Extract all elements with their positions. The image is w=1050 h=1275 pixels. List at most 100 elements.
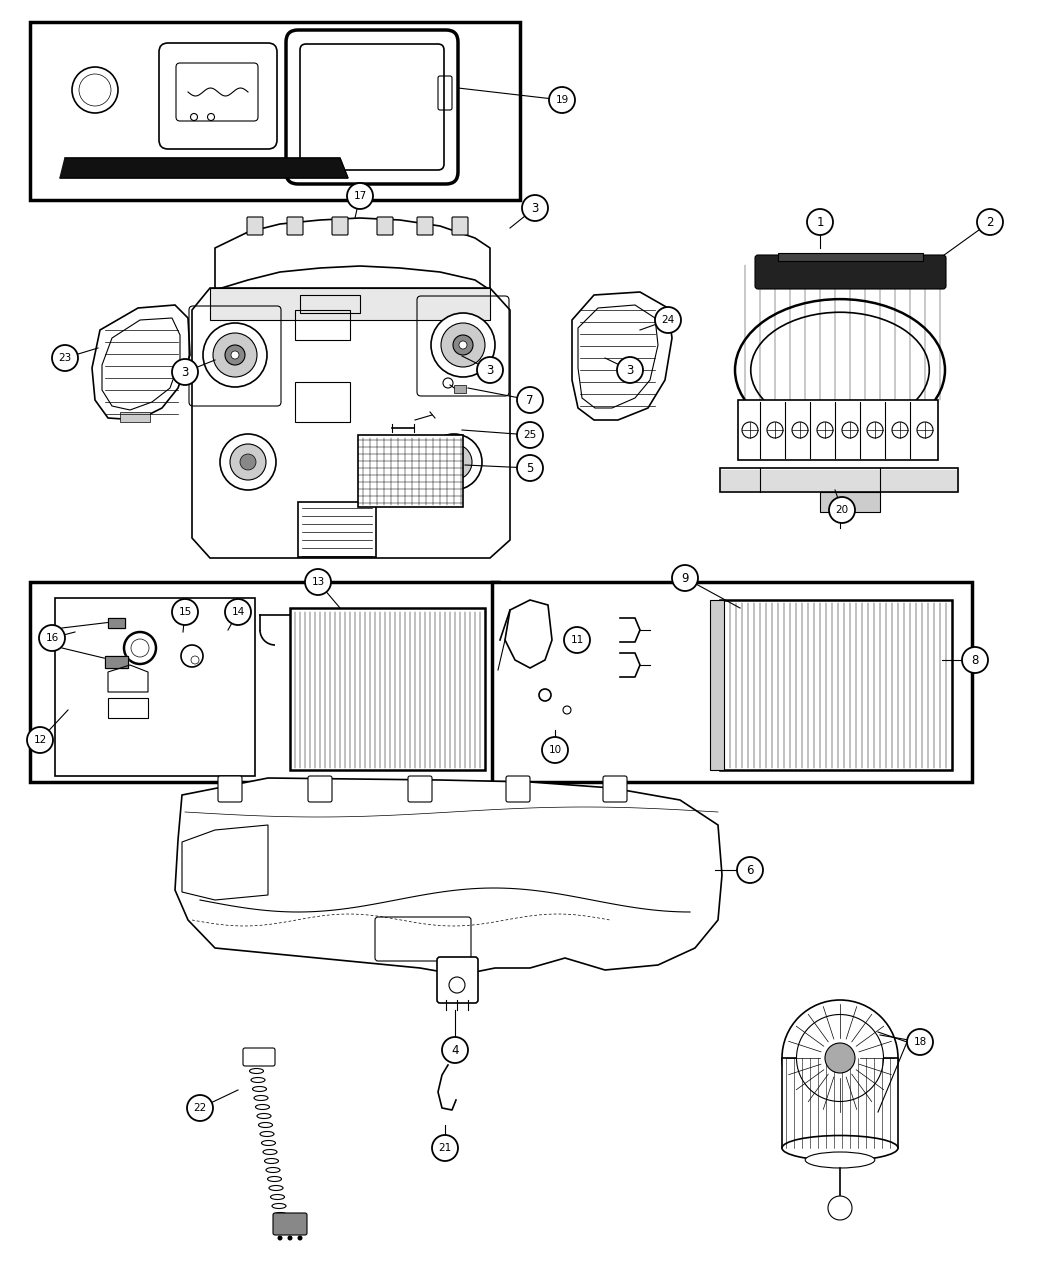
Circle shape bbox=[436, 444, 473, 479]
Circle shape bbox=[225, 346, 245, 365]
Text: 22: 22 bbox=[193, 1103, 207, 1113]
Bar bbox=[738, 400, 938, 460]
Circle shape bbox=[907, 1029, 933, 1054]
Text: 10: 10 bbox=[548, 745, 562, 755]
Ellipse shape bbox=[782, 1000, 898, 1116]
Circle shape bbox=[477, 357, 503, 382]
Bar bbox=[300, 295, 360, 312]
FancyBboxPatch shape bbox=[159, 43, 277, 149]
Circle shape bbox=[976, 209, 1003, 235]
Text: 14: 14 bbox=[231, 607, 245, 617]
Text: 23: 23 bbox=[59, 353, 71, 363]
Bar bbox=[782, 1058, 898, 1148]
Text: 2: 2 bbox=[986, 215, 993, 228]
FancyBboxPatch shape bbox=[247, 217, 262, 235]
Bar bbox=[720, 468, 958, 492]
Text: 3: 3 bbox=[182, 366, 189, 379]
Bar bbox=[492, 581, 972, 782]
Circle shape bbox=[213, 333, 257, 377]
Text: 15: 15 bbox=[178, 607, 191, 617]
FancyBboxPatch shape bbox=[218, 776, 242, 802]
Polygon shape bbox=[215, 218, 490, 289]
Text: 3: 3 bbox=[531, 201, 539, 214]
Text: 6: 6 bbox=[747, 863, 754, 876]
Circle shape bbox=[203, 323, 267, 388]
Circle shape bbox=[549, 87, 575, 113]
Text: 18: 18 bbox=[914, 1037, 926, 1047]
Ellipse shape bbox=[735, 300, 945, 441]
Text: 5: 5 bbox=[526, 462, 533, 474]
Text: 7: 7 bbox=[526, 394, 533, 407]
FancyBboxPatch shape bbox=[417, 217, 433, 235]
Ellipse shape bbox=[751, 312, 929, 427]
Ellipse shape bbox=[782, 1136, 898, 1160]
Polygon shape bbox=[105, 657, 128, 668]
Circle shape bbox=[737, 857, 763, 884]
Bar bbox=[108, 618, 125, 629]
Bar bbox=[30, 581, 498, 782]
Circle shape bbox=[825, 1043, 855, 1074]
Text: 17: 17 bbox=[354, 191, 366, 201]
FancyBboxPatch shape bbox=[243, 1048, 275, 1066]
Text: 1: 1 bbox=[816, 215, 824, 228]
Bar bbox=[105, 657, 128, 668]
Bar bbox=[710, 601, 724, 770]
Bar bbox=[295, 382, 350, 422]
Circle shape bbox=[39, 625, 65, 652]
FancyBboxPatch shape bbox=[506, 776, 530, 802]
Circle shape bbox=[304, 569, 331, 595]
FancyBboxPatch shape bbox=[286, 31, 458, 184]
FancyBboxPatch shape bbox=[300, 45, 444, 170]
Circle shape bbox=[277, 1235, 282, 1241]
Circle shape bbox=[220, 434, 276, 490]
Polygon shape bbox=[572, 292, 672, 419]
Circle shape bbox=[655, 307, 681, 333]
Bar bbox=[30, 22, 520, 200]
Bar bbox=[720, 601, 952, 770]
FancyBboxPatch shape bbox=[755, 255, 946, 289]
Circle shape bbox=[517, 388, 543, 413]
FancyBboxPatch shape bbox=[377, 217, 393, 235]
Text: 20: 20 bbox=[836, 505, 848, 515]
Circle shape bbox=[828, 1196, 852, 1220]
Bar bbox=[778, 252, 923, 261]
Circle shape bbox=[962, 646, 988, 673]
Circle shape bbox=[52, 346, 78, 371]
Text: 8: 8 bbox=[971, 654, 979, 667]
Polygon shape bbox=[102, 317, 180, 411]
Bar bbox=[295, 310, 350, 340]
Bar bbox=[210, 288, 490, 320]
Text: 4: 4 bbox=[452, 1043, 459, 1057]
Circle shape bbox=[441, 323, 485, 367]
Bar bbox=[290, 608, 485, 770]
Polygon shape bbox=[578, 305, 658, 408]
Polygon shape bbox=[175, 778, 722, 975]
Text: 21: 21 bbox=[439, 1142, 452, 1153]
Circle shape bbox=[297, 1235, 302, 1241]
Circle shape bbox=[430, 312, 495, 377]
FancyBboxPatch shape bbox=[332, 217, 348, 235]
Text: 24: 24 bbox=[662, 315, 674, 325]
Bar bbox=[55, 598, 255, 776]
Polygon shape bbox=[92, 305, 190, 419]
Circle shape bbox=[517, 455, 543, 481]
FancyBboxPatch shape bbox=[273, 1213, 307, 1235]
Circle shape bbox=[459, 340, 467, 349]
Circle shape bbox=[807, 209, 833, 235]
Bar bbox=[298, 502, 376, 557]
Circle shape bbox=[187, 1095, 213, 1121]
Bar bbox=[454, 385, 466, 393]
Circle shape bbox=[172, 599, 198, 625]
Text: 3: 3 bbox=[486, 363, 494, 376]
Circle shape bbox=[617, 357, 643, 382]
FancyBboxPatch shape bbox=[437, 958, 478, 1003]
Bar bbox=[120, 412, 150, 422]
Text: 25: 25 bbox=[523, 430, 537, 440]
Circle shape bbox=[240, 454, 256, 470]
FancyBboxPatch shape bbox=[308, 776, 332, 802]
Polygon shape bbox=[720, 470, 958, 490]
Ellipse shape bbox=[805, 1153, 875, 1168]
Circle shape bbox=[453, 335, 472, 354]
Text: 12: 12 bbox=[34, 734, 46, 745]
Circle shape bbox=[672, 565, 698, 592]
